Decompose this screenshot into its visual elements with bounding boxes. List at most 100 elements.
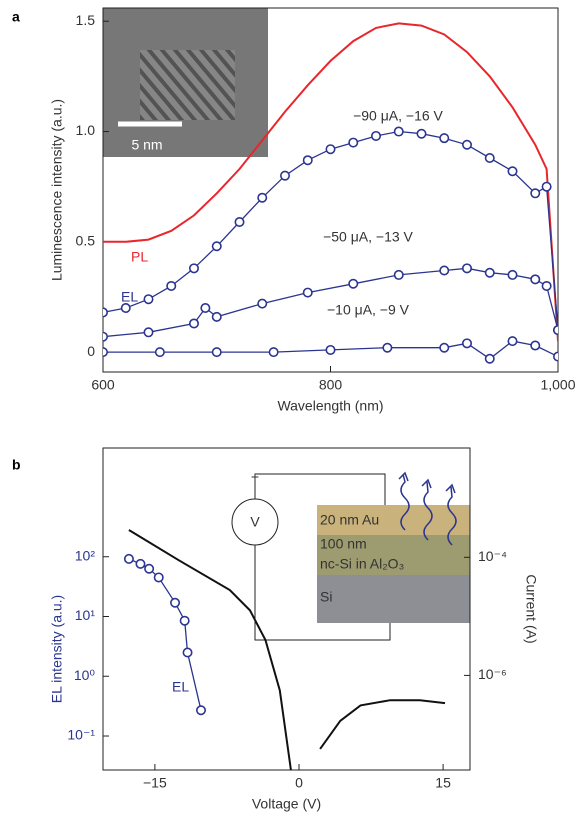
marker: [302, 155, 313, 166]
voltmeter: [231, 498, 279, 546]
marker: [393, 269, 404, 280]
marker: [103, 347, 108, 358]
marker: [144, 563, 155, 574]
series-line: [103, 130, 558, 331]
emission-arrow: [398, 471, 410, 531]
y-tick-label: 0.5: [76, 233, 96, 249]
marker: [211, 311, 222, 322]
scale-label: 5 nm: [131, 137, 162, 153]
layer-label: 20 nm Au: [320, 512, 379, 528]
layer-label: nc-Si in Al₂O₃: [320, 556, 404, 572]
y2-axis-label: Current (A): [523, 574, 539, 643]
marker: [211, 241, 222, 252]
series-label: PL: [131, 249, 148, 265]
y-tick-label: 10¹: [75, 607, 96, 623]
marker: [103, 307, 108, 318]
plot-area: [103, 22, 558, 364]
marker: [182, 647, 193, 658]
x-tick-label: 0: [295, 775, 303, 791]
marker: [179, 615, 190, 626]
wire: [254, 545, 391, 641]
marker: [189, 263, 200, 274]
marker: [439, 265, 450, 276]
marker: [382, 342, 393, 353]
emission-arrow: [421, 478, 433, 541]
x-tick-label: −15: [143, 775, 167, 791]
y-tick-label: 1.5: [76, 12, 96, 28]
marker: [200, 303, 211, 314]
series-line: [103, 267, 558, 338]
series-line: [128, 529, 446, 770]
polarity: +: [251, 469, 259, 485]
annotation: EL: [121, 289, 138, 305]
marker: [268, 347, 279, 358]
marker: [234, 216, 245, 227]
series-line: [103, 22, 558, 342]
marker: [530, 340, 541, 351]
series-line: [128, 558, 202, 711]
marker: [507, 269, 518, 280]
marker: [189, 318, 200, 329]
x-axis-label: Wavelength (nm): [277, 398, 383, 414]
marker: [211, 347, 222, 358]
x-tick-label: 15: [435, 775, 451, 791]
marker: [170, 597, 181, 608]
marker: [143, 294, 154, 305]
marker: [154, 347, 165, 358]
marker: [348, 137, 359, 148]
plot-area: [123, 529, 446, 770]
marker: [370, 130, 381, 141]
panel-label: b: [12, 457, 21, 473]
marker: [279, 170, 290, 181]
marker: [302, 287, 313, 298]
marker: [135, 558, 146, 569]
y-tick-label: 10²: [75, 547, 96, 563]
panel-label: a: [12, 9, 20, 25]
marker: [439, 342, 450, 353]
marker: [461, 263, 472, 274]
layer-label: 100 nm: [320, 536, 367, 552]
marker: [166, 280, 177, 291]
marker: [541, 181, 552, 192]
y2-tick-label: 10⁻⁶: [478, 666, 507, 682]
y-tick-label: 10⁻¹: [67, 727, 95, 743]
marker: [103, 331, 108, 342]
x-tick-label: 600: [91, 377, 115, 393]
layer-ncsi: [317, 535, 470, 575]
meter-label: V: [250, 514, 260, 530]
marker: [484, 267, 495, 278]
x-axis-label: Voltage (V): [252, 796, 321, 812]
marker: [507, 166, 518, 177]
marker: [153, 572, 164, 583]
marker: [461, 338, 472, 349]
marker: [541, 280, 552, 291]
y-tick-label: 0: [87, 343, 95, 359]
plot-frame: [102, 447, 471, 771]
emission-arrow: [445, 483, 457, 546]
x-tick-label: 800: [319, 377, 343, 393]
device-schematic: V + 20 nm Au 100 nm nc-Si in Al₂O₃ Si: [231, 469, 470, 641]
marker: [461, 139, 472, 150]
layer-au: [317, 505, 470, 535]
marker: [416, 128, 427, 139]
y-tick-label: 1.0: [76, 122, 96, 138]
y-axis-label: Luminescence intensity (a.u.): [49, 99, 65, 281]
series-label: −90 μA, −16 V: [353, 108, 443, 124]
marker: [439, 133, 450, 144]
y2-tick-label: 10⁻⁴: [478, 548, 507, 564]
x-tick-label: 1,000: [540, 377, 575, 393]
marker: [143, 327, 154, 338]
series-label: −50 μA, −13 V: [323, 229, 413, 245]
series-label: −10 μA, −9 V: [327, 302, 410, 318]
marker: [393, 126, 404, 137]
marker: [123, 553, 134, 564]
marker: [484, 353, 495, 364]
wire: [254, 473, 386, 505]
marker: [195, 705, 206, 716]
inset-lattice: [140, 50, 235, 120]
marker: [484, 153, 495, 164]
marker: [257, 192, 268, 203]
marker: [348, 278, 359, 289]
y-axis-label: EL intensity (a.u.): [49, 595, 65, 703]
